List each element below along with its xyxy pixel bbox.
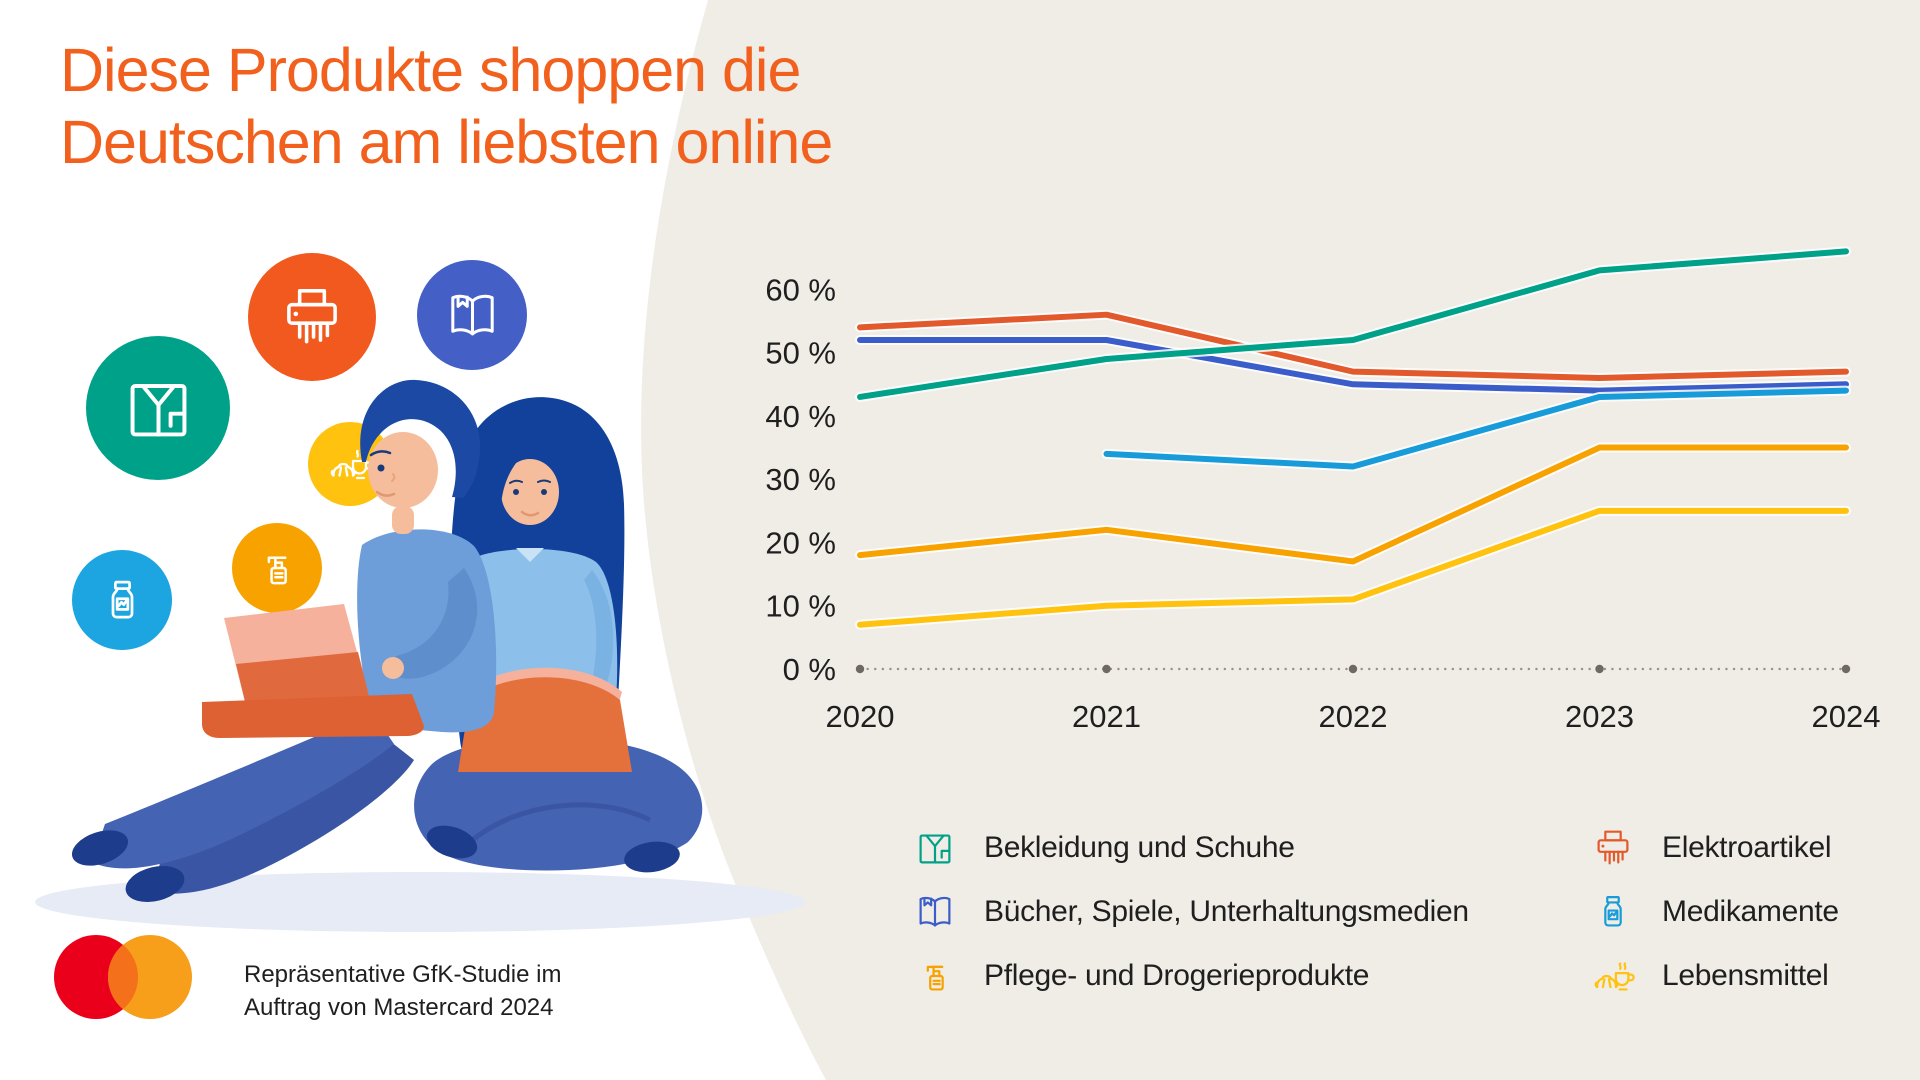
year-tick-dot — [1841, 664, 1851, 674]
year-tick-dot — [1595, 664, 1604, 674]
legend-label: Medikamente — [1662, 895, 1839, 928]
woman-laptop — [458, 677, 632, 772]
legend-item-meds: Medikamente — [1590, 880, 1839, 944]
shredder-icon — [1590, 825, 1636, 871]
x-axis-label: 2024 — [1812, 699, 1881, 734]
series-line-shredder — [857, 311, 1849, 381]
woman-face — [501, 459, 559, 525]
x-axis-label: 2023 — [1565, 699, 1634, 734]
series-line-shirt — [857, 248, 1849, 400]
series-line-meds — [1103, 387, 1849, 470]
shirt-bubble — [86, 336, 230, 480]
year-tick-dot — [1102, 664, 1111, 674]
shredder-bubble — [248, 253, 376, 381]
y-axis-label: 0 % — [783, 652, 836, 687]
page-title-line1: Diese Produkte shoppen die — [60, 36, 801, 104]
legend-item-book: Bücher, Spiele, Unterhaltungsmedien — [912, 880, 1469, 944]
y-axis-label: 10 % — [765, 589, 836, 624]
man-hair — [360, 379, 481, 498]
meds-bubble — [72, 550, 172, 650]
legend-item-shirt: Bekleidung und Schuhe — [912, 816, 1469, 880]
y-axis-label: 60 % — [765, 272, 836, 307]
page-title: Diese Produkte shoppen die Deutschen am l… — [60, 34, 833, 178]
meds-icon — [1590, 889, 1636, 935]
legend-label: Bekleidung und Schuhe — [984, 831, 1295, 864]
x-axis-label: 2022 — [1319, 699, 1388, 734]
year-tick-dot — [1348, 664, 1358, 674]
man-leg-far — [152, 738, 414, 894]
series-line-book — [857, 336, 1849, 394]
source-text: Repräsentative GfK-Studie im Auftrag von … — [244, 958, 561, 1024]
croissant-icon — [1590, 953, 1636, 999]
man-leg-near — [92, 712, 394, 869]
series-line-spray — [857, 444, 1849, 565]
x-axis-label: 2021 — [1072, 699, 1141, 734]
page-title-line2: Deutschen am liebsten online — [60, 108, 833, 176]
source-text-line2: Auftrag von Mastercard 2024 — [244, 994, 554, 1021]
legend-column-right: Elektroartikel Medikamente Lebensmittel — [1590, 816, 1839, 1008]
book-icon — [912, 889, 958, 935]
legend-item-shredder: Elektroartikel — [1590, 816, 1839, 880]
book-bubble — [417, 260, 527, 370]
legend-label: Bücher, Spiele, Unterhaltungsmedien — [984, 895, 1469, 928]
y-axis-label: 30 % — [765, 462, 836, 497]
legend-item-spray: Pflege- und Drogerieprodukte — [912, 944, 1469, 1008]
source-text-line1: Repräsentative GfK-Studie im — [244, 961, 562, 988]
mastercard-logo — [54, 935, 192, 1019]
legend-label: Lebensmittel — [1662, 959, 1829, 992]
source-note: Repräsentative GfK-Studie im Auftrag von … — [50, 930, 561, 1025]
x-axis-label: 2020 — [826, 699, 895, 734]
y-axis-label: 50 % — [765, 336, 836, 371]
spray-icon — [912, 953, 958, 999]
legend-label: Pflege- und Drogerieprodukte — [984, 959, 1370, 992]
series-line-croissant — [857, 507, 1849, 628]
legend-label: Elektroartikel — [1662, 831, 1832, 864]
shirt-icon — [912, 825, 958, 871]
spray-bubble — [232, 523, 322, 613]
woman-shirt — [462, 549, 618, 706]
y-axis-label: 20 % — [765, 525, 836, 560]
y-axis-label: 40 % — [765, 399, 836, 434]
legend-item-croissant: Lebensmittel — [1590, 944, 1839, 1008]
legend-column-left: Bekleidung und Schuhe Bücher, Spiele, Unt… — [912, 816, 1469, 1008]
year-tick-dot — [855, 664, 865, 674]
man-laptop-base — [202, 694, 424, 738]
